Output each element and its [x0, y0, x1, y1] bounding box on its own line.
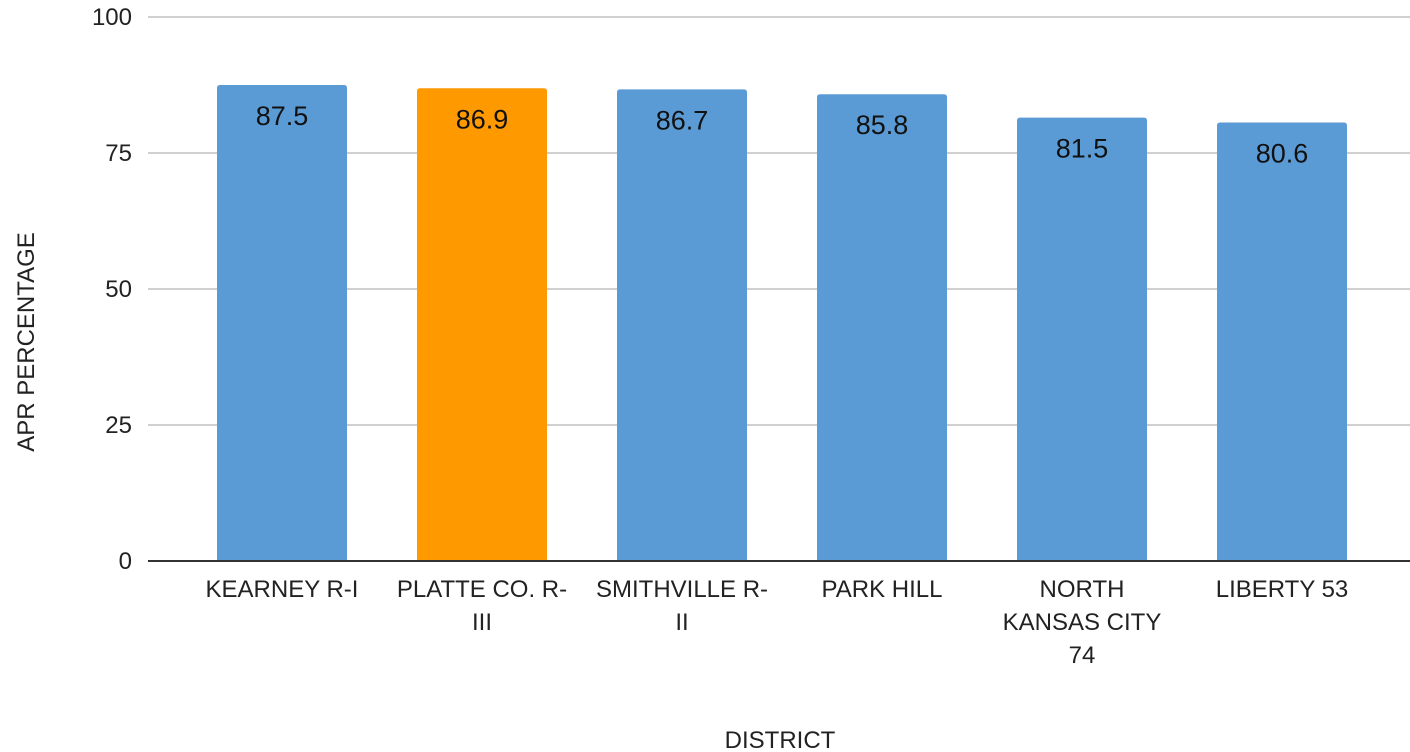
data-label: 81.5: [1056, 134, 1109, 164]
y-tick-label: 100: [92, 4, 132, 31]
y-axis-title: APR PERCENTAGE: [13, 232, 40, 452]
x-tick-label-line: III: [472, 609, 492, 636]
x-tick-label-line: 74: [1069, 642, 1096, 669]
gridlines: [148, 16, 1410, 426]
x-tick-label: NORTH KANSAS CITY 74: [1003, 576, 1162, 669]
x-tick-label-line: KANSAS CITY: [1003, 609, 1162, 636]
x-tick-label-line: SMITHVILLE R-: [596, 576, 768, 603]
bar: [617, 89, 747, 562]
x-tick-label-line: PLATTE CO. R-: [397, 576, 567, 603]
x-axis-title: DISTRICT: [725, 727, 836, 752]
y-tick-label: 50: [105, 276, 132, 303]
data-label: 80.6: [1256, 139, 1309, 169]
bar: [1017, 117, 1147, 561]
x-tick-label-line: II: [675, 609, 688, 636]
bar: [1217, 122, 1347, 561]
data-labels: 87.5 86.9 86.7 85.8 81.5 80.6: [256, 101, 1309, 169]
data-label: 86.7: [656, 105, 709, 135]
x-tick-label: PARK HILL: [822, 576, 943, 603]
bars: [217, 85, 1347, 562]
x-tick-label-line: NORTH: [1040, 576, 1125, 603]
data-label: 86.9: [456, 104, 509, 134]
y-tick-label: 75: [105, 140, 132, 167]
y-axis-ticks: 0 25 50 75 100: [92, 4, 132, 575]
bar: [217, 85, 347, 561]
bar: [817, 94, 947, 562]
x-tick-label-line: KEARNEY R-I: [206, 576, 359, 603]
x-tick-label: PLATTE CO. R- III: [397, 576, 567, 636]
y-tick-label: 0: [119, 548, 132, 575]
x-tick-label: KEARNEY R-I: [206, 576, 359, 603]
bar: [417, 88, 547, 561]
x-tick-label-line: LIBERTY 53: [1216, 576, 1349, 603]
data-label: 85.8: [856, 110, 909, 140]
y-tick-label: 25: [105, 412, 132, 439]
x-tick-label: LIBERTY 53: [1216, 576, 1349, 603]
data-label: 87.5: [256, 101, 309, 131]
x-tick-label-line: PARK HILL: [822, 576, 943, 603]
x-axis-tick-labels: KEARNEY R-I PLATTE CO. R- III SMITHVILLE R-…: [206, 576, 1349, 669]
x-tick-label: SMITHVILLE R- II: [596, 576, 768, 636]
